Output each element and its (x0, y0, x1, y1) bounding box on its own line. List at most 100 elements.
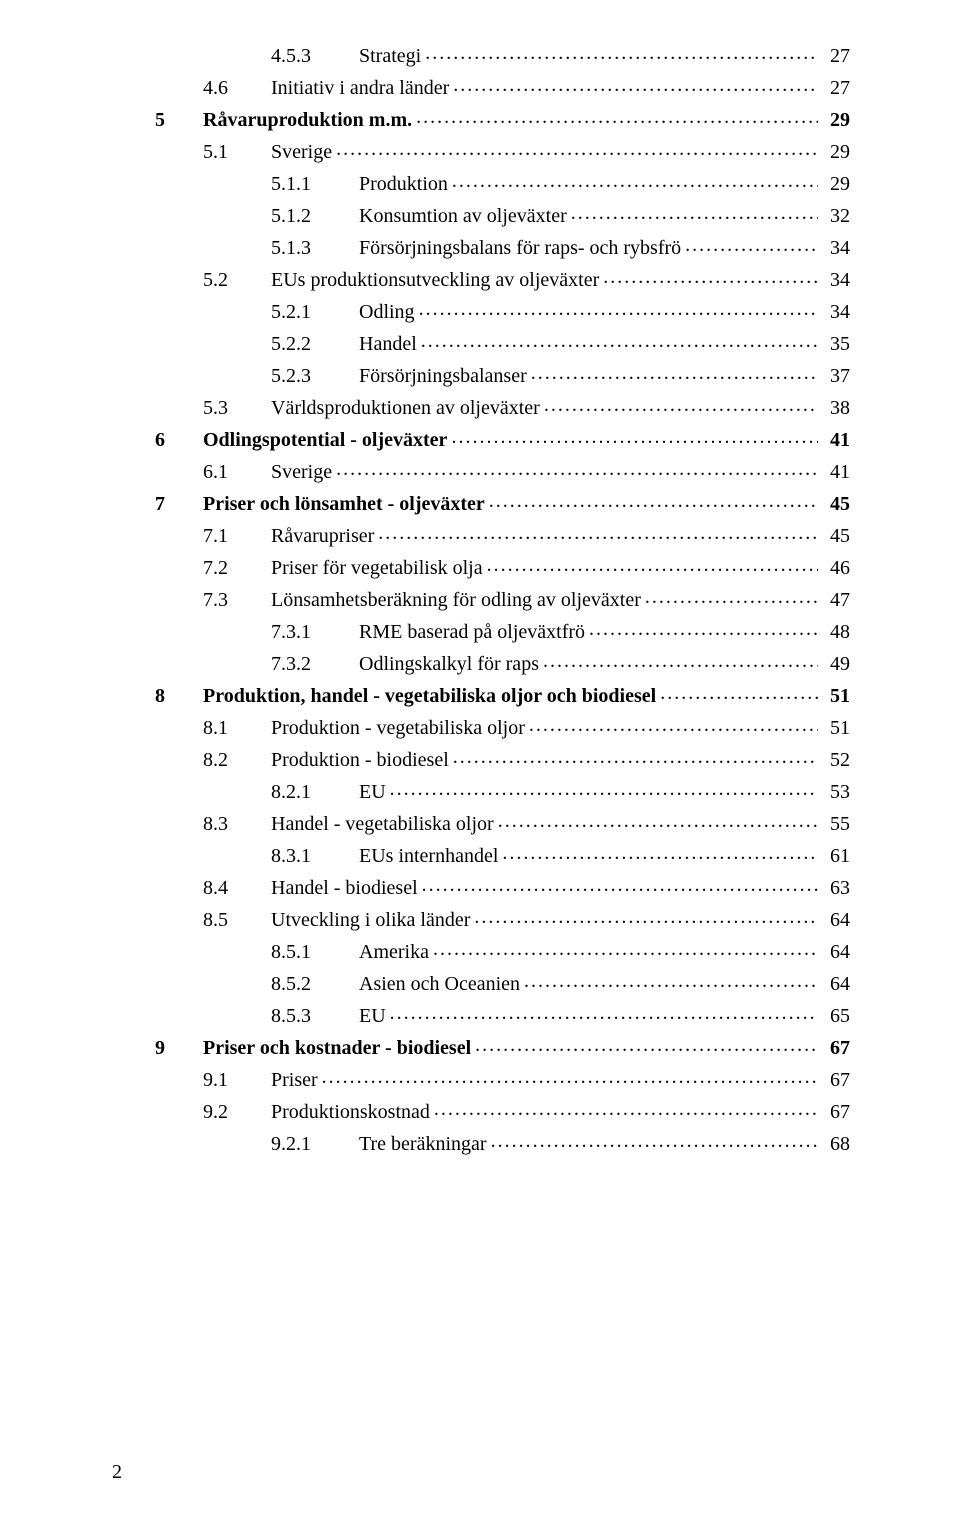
toc-entry-number: 6.1 (203, 461, 271, 484)
toc-leader-dots (531, 362, 818, 382)
toc-entry: 5.1Sverige29 (155, 138, 850, 164)
toc-leader-dots (434, 1098, 818, 1118)
toc-entry-number: 9 (155, 1037, 203, 1060)
toc-entry-page: 63 (822, 877, 850, 900)
toc-entry-number: 5.2 (203, 269, 271, 292)
toc-entry: 4.5.3Strategi27 (155, 42, 850, 68)
toc-entry: 9.1Priser67 (155, 1066, 850, 1092)
toc-entry-title: Produktion, handel - vegetabiliska oljor… (203, 685, 656, 708)
toc-entry-number: 7.3.1 (271, 621, 359, 644)
toc-entry-number: 8.4 (203, 877, 271, 900)
toc-entry-page: 55 (822, 813, 850, 836)
toc-entry: 7.2Priser för vegetabilisk olja46 (155, 554, 850, 580)
toc-leader-dots (390, 1002, 818, 1022)
toc-entry-page: 32 (822, 205, 850, 228)
toc-leader-dots (685, 234, 818, 254)
toc-entry-title: Priser och lönsamhet - oljeväxter (203, 493, 485, 516)
toc-leader-dots (378, 522, 818, 542)
toc-entry-page: 37 (822, 365, 850, 388)
toc-leader-dots (543, 650, 818, 670)
toc-entry: 7.3.2Odlingskalkyl för raps49 (155, 650, 850, 676)
toc-entry-title: Amerika (359, 941, 429, 964)
toc-leader-dots (475, 1034, 818, 1054)
toc-entry-title: Sverige (271, 461, 332, 484)
toc-entry: 5Råvaruproduktion m.m.29 (155, 106, 850, 132)
toc-entry-page: 47 (822, 589, 850, 612)
toc-entry-title: Strategi (359, 45, 421, 68)
toc-entry-title: Priser och kostnader - biodiesel (203, 1037, 471, 1060)
toc-entry-page: 34 (822, 269, 850, 292)
toc-entry-title: RME baserad på oljeväxtfrö (359, 621, 585, 644)
toc-entry: 8.5.2Asien och Oceanien64 (155, 970, 850, 996)
toc-entry-title: Råvaruproduktion m.m. (203, 109, 412, 132)
toc-entry: 7Priser och lönsamhet - oljeväxter45 (155, 490, 850, 516)
toc-leader-dots (416, 106, 818, 126)
toc-leader-dots (487, 554, 818, 574)
toc-entry-page: 38 (822, 397, 850, 420)
toc-entry: 5.2EUs produktionsutveckling av oljeväxt… (155, 266, 850, 292)
toc-entry-page: 29 (822, 141, 850, 164)
toc-leader-dots (544, 394, 818, 414)
toc-entry-title: Produktion - biodiesel (271, 749, 449, 772)
toc-leader-dots (453, 74, 818, 94)
toc-entry: 5.3Världsproduktionen av oljeväxter38 (155, 394, 850, 420)
toc-entry-page: 64 (822, 909, 850, 932)
toc-entry-page: 49 (822, 653, 850, 676)
toc-leader-dots (422, 874, 818, 894)
toc-entry-page: 51 (822, 685, 850, 708)
toc-entry-title: Odling (359, 301, 415, 324)
toc-leader-dots (529, 714, 818, 734)
toc-entry-number: 8.3 (203, 813, 271, 836)
toc-entry-page: 41 (822, 429, 850, 452)
toc-entry: 8.2.1EU53 (155, 778, 850, 804)
toc-entry-page: 68 (822, 1133, 850, 1156)
toc-entry: 8.5.1Amerika64 (155, 938, 850, 964)
toc-entry: 5.2.3Försörjningsbalanser37 (155, 362, 850, 388)
toc-entry-page: 41 (822, 461, 850, 484)
toc-entry-page: 34 (822, 237, 850, 260)
toc-leader-dots (491, 1130, 818, 1150)
toc-entry-number: 9.1 (203, 1069, 271, 1092)
toc-entry-title: Handel (359, 333, 417, 356)
toc-entry: 8.5.3EU65 (155, 1002, 850, 1028)
toc-entry: 5.1.2Konsumtion av oljeväxter32 (155, 202, 850, 228)
toc-entry-page: 52 (822, 749, 850, 772)
toc-entry-title: Världsproduktionen av oljeväxter (271, 397, 540, 420)
toc-leader-dots (489, 490, 818, 510)
toc-leader-dots (571, 202, 818, 222)
toc-entry: 8.3Handel - vegetabiliska oljor 55 (155, 810, 850, 836)
toc-entry-title: Handel - vegetabiliska oljor (271, 813, 494, 836)
toc-entry-number: 5.2.2 (271, 333, 359, 356)
toc-leader-dots (425, 42, 818, 62)
toc-entry-title: EU (359, 1005, 386, 1028)
toc-entry-number: 4.5.3 (271, 45, 359, 68)
toc-entry-number: 8.5 (203, 909, 271, 932)
toc-entry-page: 27 (822, 77, 850, 100)
toc-entry-title: Priser för vegetabilisk olja (271, 557, 483, 580)
toc-entry-title: Utveckling i olika länder (271, 909, 470, 932)
toc-entry-page: 67 (822, 1069, 850, 1092)
toc-entry-title: Produktion (359, 173, 448, 196)
toc-entry-title: Sverige (271, 141, 332, 164)
toc-entry-page: 61 (822, 845, 850, 868)
toc-entry: 9.2Produktionskostnad67 (155, 1098, 850, 1124)
toc-entry-page: 29 (822, 173, 850, 196)
toc-leader-dots (603, 266, 818, 286)
toc-entry: 5.1.3Försörjningsbalans för raps- och ry… (155, 234, 850, 260)
toc-leader-dots (474, 906, 818, 926)
toc-entry: 6Odlingspotential - oljeväxter41 (155, 426, 850, 452)
toc-entry-title: Försörjningsbalans för raps- och rybsfrö (359, 237, 681, 260)
toc-entry-number: 5.1.3 (271, 237, 359, 260)
toc-entry-title: Konsumtion av oljeväxter (359, 205, 567, 228)
toc-entry-title: Handel - biodiesel (271, 877, 418, 900)
toc-entry-number: 7.3 (203, 589, 271, 612)
toc-entry-number: 5 (155, 109, 203, 132)
toc-entry: 6.1Sverige 41 (155, 458, 850, 484)
toc-entry-number: 5.2.1 (271, 301, 359, 324)
toc-entry-page: 64 (822, 941, 850, 964)
toc-entry-title: Initiativ i andra länder (271, 77, 449, 100)
toc-leader-dots (421, 330, 818, 350)
toc-entry-title: Asien och Oceanien (359, 973, 520, 996)
toc-leader-dots (498, 810, 818, 830)
toc-entry: 4.6Initiativ i andra länder27 (155, 74, 850, 100)
